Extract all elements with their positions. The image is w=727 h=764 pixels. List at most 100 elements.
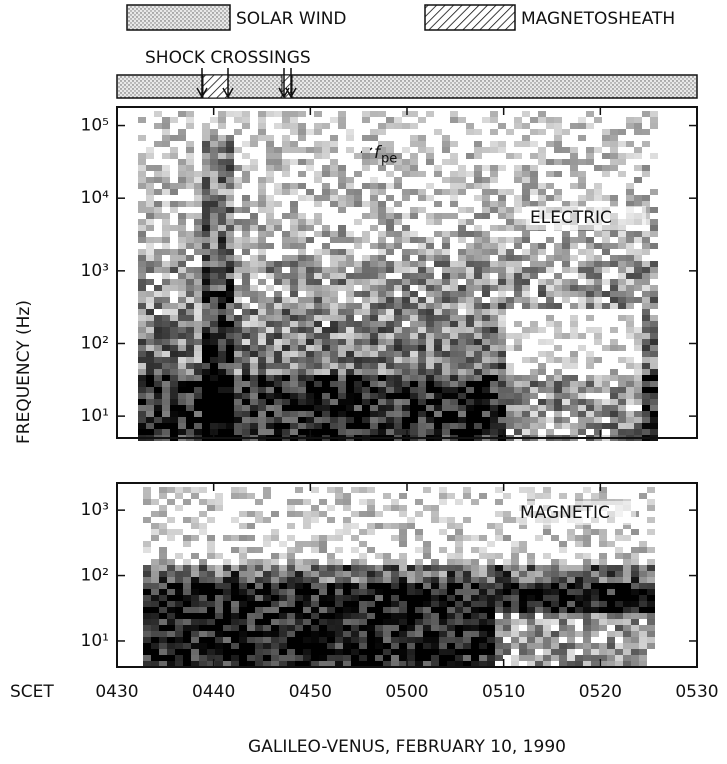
spectrogram-cell — [218, 165, 226, 171]
spectrogram-cell — [447, 637, 455, 643]
spectrogram-cell — [399, 643, 407, 649]
spectrogram-cell — [362, 405, 370, 411]
spectrogram-cell — [402, 423, 410, 429]
spectrogram-cell — [410, 273, 418, 279]
spectrogram-cell — [498, 381, 506, 387]
spectrogram-cell — [274, 369, 282, 375]
spectrogram-cell — [287, 661, 295, 667]
spectrogram-cell — [474, 243, 482, 249]
spectrogram-cell — [266, 261, 274, 267]
spectrogram-cell — [602, 399, 610, 405]
spectrogram-cell — [274, 423, 282, 429]
spectrogram-cell — [351, 565, 359, 571]
spectrogram-cell — [159, 655, 167, 661]
spectrogram-cell — [386, 171, 394, 177]
spectrogram-cell — [407, 517, 415, 523]
spectrogram-cell — [274, 375, 282, 381]
spectrogram-cell — [218, 345, 226, 351]
spectrogram-cell — [482, 189, 490, 195]
spectrogram-cell — [386, 117, 394, 123]
spectrogram-cell — [183, 649, 191, 655]
spectrogram-cell — [495, 565, 503, 571]
spectrogram-cell — [218, 417, 226, 423]
spectrogram-cell — [514, 177, 522, 183]
spectrogram-cell — [434, 369, 442, 375]
spectrogram-cell — [218, 267, 226, 273]
spectrogram-cell — [215, 631, 223, 637]
spectrogram-cell — [226, 207, 234, 213]
spectrogram-cell — [159, 553, 167, 559]
spectrogram-cell — [498, 393, 506, 399]
spectrogram-cell — [570, 387, 578, 393]
spectrogram-cell — [386, 381, 394, 387]
spectrogram-cell — [298, 213, 306, 219]
spectrogram-cell — [191, 595, 199, 601]
spectrogram-cell — [514, 219, 522, 225]
spectrogram-cell — [202, 369, 210, 375]
spectrogram-cell — [434, 423, 442, 429]
spectrogram-cell — [319, 535, 327, 541]
spectrogram-cell — [378, 219, 386, 225]
spectrogram-cell — [151, 577, 159, 583]
spectrogram-cell — [282, 429, 290, 435]
spectrogram-cell — [519, 595, 527, 601]
spectrogram-cell — [442, 381, 450, 387]
spectrogram-cell — [359, 541, 367, 547]
spectrogram-cell — [602, 231, 610, 237]
spectrogram-cell — [234, 117, 242, 123]
spectrogram-cell — [298, 159, 306, 165]
spectrogram-cell — [583, 595, 591, 601]
spectrogram-cell — [599, 583, 607, 589]
y-tick-label: 10² — [81, 566, 109, 586]
spectrogram-cell — [218, 147, 226, 153]
spectrogram-cell — [527, 631, 535, 637]
spectrogram-cell — [351, 643, 359, 649]
spectrogram-cell — [258, 231, 266, 237]
spectrogram-cell — [474, 417, 482, 423]
spectrogram-cell — [343, 607, 351, 613]
spectrogram-cell — [346, 249, 354, 255]
spectrogram-cell — [626, 183, 634, 189]
spectrogram-cell — [319, 589, 327, 595]
spectrogram-cell — [354, 417, 362, 423]
spectrogram-cell — [151, 535, 159, 541]
spectrogram-cell — [250, 243, 258, 249]
spectrogram-cell — [426, 411, 434, 417]
spectrogram-cell — [290, 273, 298, 279]
spectrogram-cell — [487, 583, 495, 589]
spectrogram-cell — [178, 315, 186, 321]
spectrogram-cell — [218, 111, 226, 117]
spectrogram-cell — [522, 399, 530, 405]
spectrogram-cell — [314, 423, 322, 429]
spectrogram-cell — [218, 195, 226, 201]
spectrogram-cell — [322, 183, 330, 189]
spectrogram-cell — [522, 423, 530, 429]
spectrogram-cell — [386, 387, 394, 393]
spectrogram-cell — [183, 535, 191, 541]
spectrogram-cell — [167, 613, 175, 619]
spectrogram-cell — [242, 405, 250, 411]
spectrogram-cell — [407, 661, 415, 667]
spectrogram-cell — [378, 303, 386, 309]
spectrogram-cell — [226, 249, 234, 255]
spectrogram-cell — [290, 321, 298, 327]
spectrogram-cell — [330, 399, 338, 405]
spectrogram-cell — [647, 547, 655, 553]
spectrogram-cell — [239, 535, 247, 541]
spectrogram-cell — [138, 315, 146, 321]
spectrogram-cell — [138, 387, 146, 393]
spectrogram-cell — [450, 363, 458, 369]
spectrogram-cell — [623, 565, 631, 571]
spectrogram-cell — [330, 279, 338, 285]
spectrogram-cell — [642, 399, 650, 405]
spectrogram-cell — [586, 381, 594, 387]
spectrogram-cell — [546, 195, 554, 201]
spectrogram-cell — [599, 589, 607, 595]
spectrogram-cell — [586, 417, 594, 423]
spectrogram-cell — [242, 141, 250, 147]
spectrogram-cell — [183, 661, 191, 667]
x-tick-label: 0520 — [579, 682, 622, 702]
spectrogram-cell — [378, 363, 386, 369]
spectrogram-cell — [338, 423, 346, 429]
spectrogram-cell — [442, 189, 450, 195]
